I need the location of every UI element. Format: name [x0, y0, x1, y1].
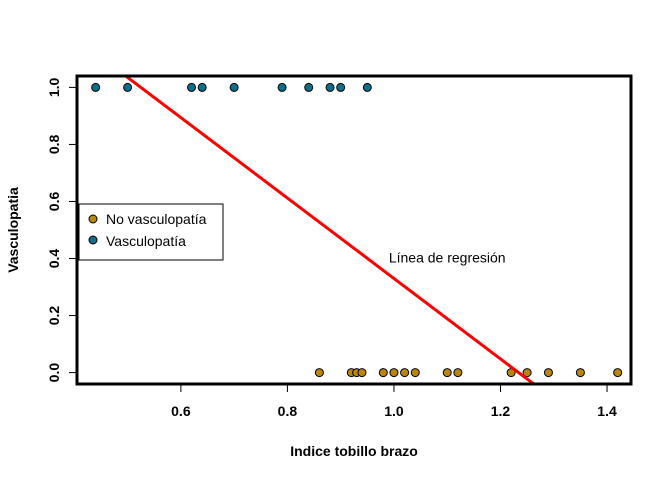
point-no-vasculopatia	[410, 368, 420, 378]
point-no-vasculopatia	[453, 368, 463, 378]
x-tick-label: 1.0	[384, 403, 404, 419]
y-tick-label: 0.8	[46, 135, 62, 155]
y-tick-label: 0.0	[46, 363, 62, 383]
y-tick-label: 1.0	[46, 77, 62, 97]
point-vasculopatia	[336, 82, 346, 92]
chart-marks	[91, 74, 623, 386]
point-vasculopatia	[123, 82, 133, 92]
point-no-vasculopatia	[522, 368, 532, 378]
chart-axes: 0.6 0.8 1.0 1.2 1.4 0.0 0.2 0.4 0.6 0.8 1.0	[46, 77, 617, 419]
legend: No vasculopatía Vasculopatía	[78, 203, 224, 261]
point-no-vasculopatia	[389, 368, 399, 378]
y-tick-label: 0.4	[46, 249, 62, 269]
legend-label-vasculopatia: Vasculopatía	[106, 233, 186, 249]
x-tick-label: 0.6	[171, 403, 191, 419]
regression-line	[124, 74, 535, 386]
point-vasculopatia	[362, 82, 372, 92]
legend-box	[78, 203, 224, 261]
point-vasculopatia	[91, 82, 101, 92]
point-no-vasculopatia	[575, 368, 585, 378]
x-tick-label: 1.2	[491, 403, 511, 419]
point-vasculopatia	[229, 82, 239, 92]
point-vasculopatia	[197, 82, 207, 92]
x-tick-label: 1.4	[597, 403, 617, 419]
point-no-vasculopatia	[613, 368, 623, 378]
x-tick-label: 0.8	[278, 403, 298, 419]
point-no-vasculopatia	[543, 368, 553, 378]
y-tick-label: 0.2	[46, 306, 62, 326]
regression-annotation: Línea de regresión	[389, 250, 506, 266]
point-no-vasculopatia	[314, 368, 324, 378]
point-vasculopatia	[277, 82, 287, 92]
y-tick-label: 0.6	[46, 192, 62, 212]
point-vasculopatia	[304, 82, 314, 92]
legend-marker-vasculopatia	[88, 235, 98, 245]
x-axis-title: Indice tobillo brazo	[290, 443, 418, 459]
legend-label-no-vasculopatia: No vasculopatía	[106, 211, 207, 227]
legend-marker-no-vasculopatia	[88, 214, 98, 224]
point-no-vasculopatia	[400, 368, 410, 378]
point-vasculopatia	[187, 82, 197, 92]
point-no-vasculopatia	[442, 368, 452, 378]
y-axis-title: Vasculopatia	[5, 187, 21, 273]
point-no-vasculopatia	[378, 368, 388, 378]
point-vasculopatia	[325, 82, 335, 92]
point-no-vasculopatia	[357, 368, 367, 378]
plot-frame	[75, 74, 633, 386]
